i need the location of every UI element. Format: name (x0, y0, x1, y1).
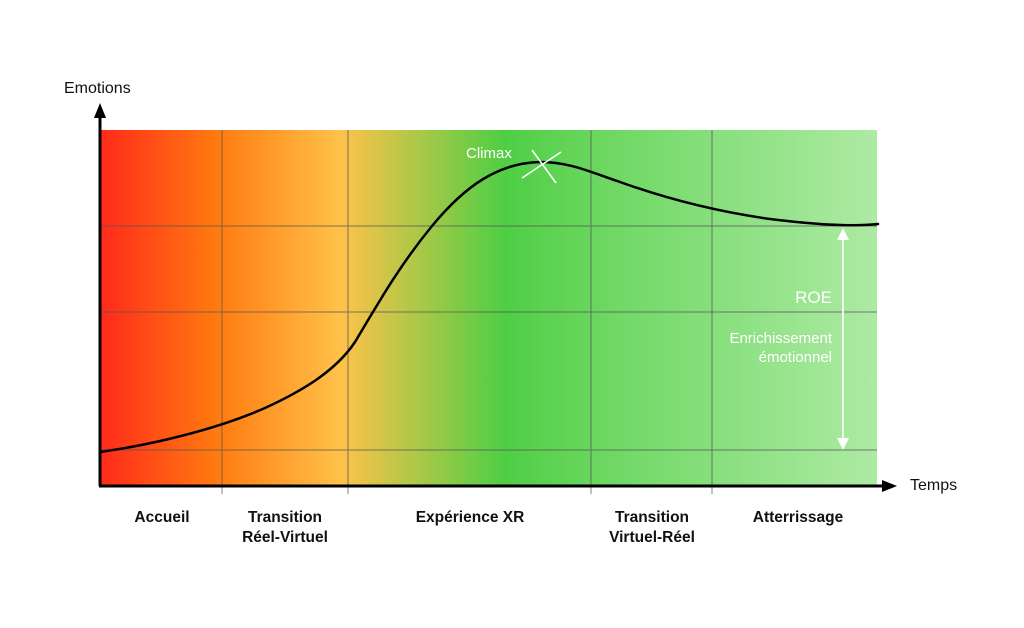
emotion-curve (98, 160, 880, 454)
axes (94, 103, 897, 492)
x-axis-label: Temps (910, 477, 957, 494)
phase-label-transition-virtuel-reel-line-2: Virtuel-Réel (609, 529, 695, 546)
climax-marker-icon (521, 149, 562, 184)
phase-label-experience-xr: Expérience XR (416, 509, 525, 526)
roe-description-line-1: Enrichissement (729, 330, 832, 347)
phase-gradient-background (100, 130, 877, 486)
phase-label-atterrissage: Atterrissage (753, 509, 844, 526)
phase-label-transition-reel-virtuel-line-2: Réel-Virtuel (242, 529, 328, 546)
x-axis-arrow-icon (882, 480, 897, 492)
roe-label: ROE (795, 288, 832, 307)
phase-label-accueil: Accueil (134, 509, 189, 526)
phase-label-transition-reel-virtuel-line-1: Transition (248, 509, 322, 526)
roe-description-line-2: émotionnel (759, 349, 832, 366)
climax-label: Climax (466, 145, 512, 162)
y-axis-label: Emotions (64, 80, 131, 97)
roe-double-arrow-icon (837, 228, 849, 450)
phase-label-transition-virtuel-reel-line-1: Transition (615, 509, 689, 526)
grid (100, 130, 877, 494)
y-axis-arrow-icon (94, 103, 106, 118)
phase-labels: Accueil Transition Réel-Virtuel Expérien… (134, 509, 843, 546)
